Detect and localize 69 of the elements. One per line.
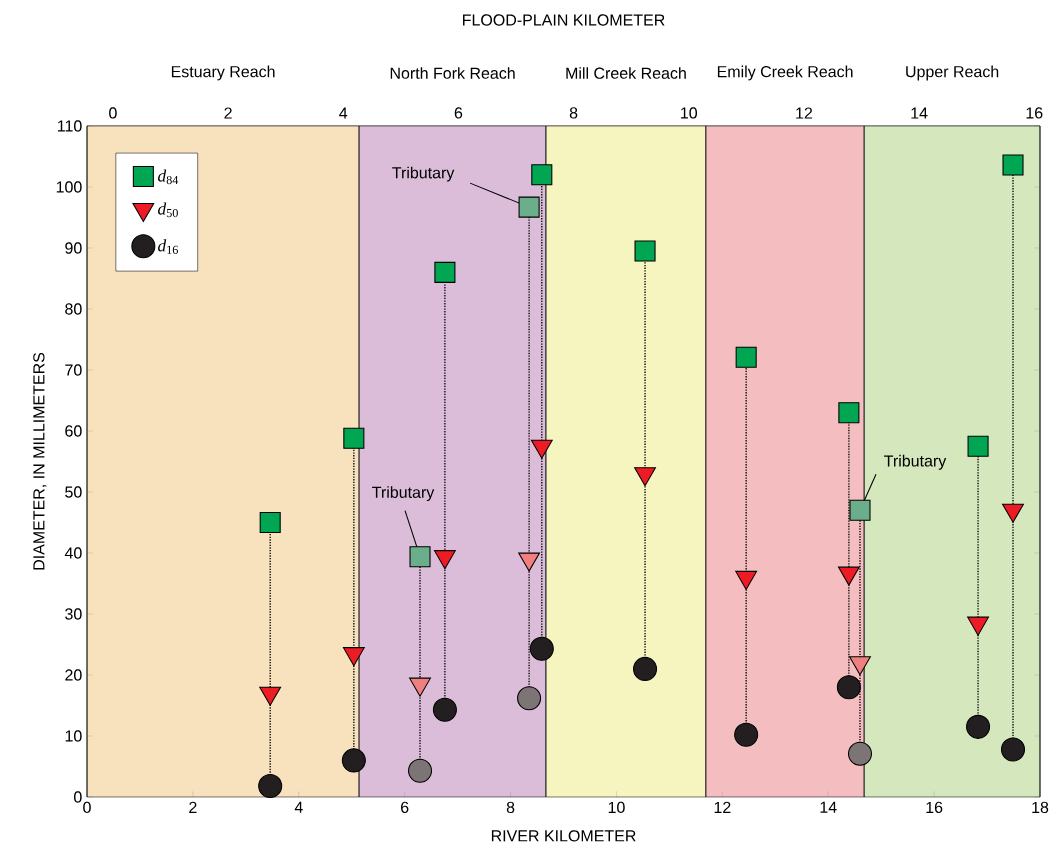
point: [258, 773, 283, 799]
x2-tick-label: 10: [681, 107, 698, 119]
point: [434, 261, 456, 283]
x2-tick-label: 0: [109, 107, 117, 119]
x-tick-label: 0: [83, 801, 91, 814]
point: [407, 758, 433, 783]
annotation: Tributary: [372, 486, 435, 502]
point: [409, 546, 431, 568]
y-tick-label: 40: [64, 547, 82, 559]
y-tick-label: 10: [65, 730, 82, 742]
y-tick-label: 80: [65, 303, 82, 315]
y-axis-title: DIAMETER, IN MILLIMETERS: [33, 352, 47, 570]
point: [734, 722, 759, 747]
x-axis-title: RIVER KILOMETER: [491, 830, 636, 842]
point: [735, 346, 757, 368]
point: [259, 511, 281, 534]
band-label: Mill Creek Reach: [566, 67, 686, 79]
band-label: Emily Creek Reach: [717, 65, 853, 81]
annotation: Tributary: [884, 454, 947, 470]
x-tick-label: 12: [714, 801, 731, 813]
y-tick-label: 30: [65, 608, 82, 620]
y-tick-label: 110: [58, 120, 82, 132]
y-tick-label: 60: [65, 425, 82, 437]
point: [529, 636, 554, 661]
point: [432, 697, 457, 722]
x2-tick-label: 2: [224, 107, 232, 119]
point: [967, 435, 989, 457]
x2-axis-title: FLOOD-PLAIN KILOMETER: [463, 14, 665, 26]
point: [531, 164, 553, 186]
x-tick-label: 18: [1032, 801, 1049, 814]
band-label: North Fork Reach: [390, 67, 515, 79]
x2-tick-label: 12: [796, 107, 813, 119]
point: [1002, 154, 1024, 176]
y-tick-label: 50: [65, 486, 82, 498]
x-tick-label: 8: [506, 801, 515, 814]
x2-tick-label: 4: [339, 107, 348, 119]
band-label: Upper Reach: [906, 65, 999, 81]
point: [343, 427, 365, 449]
x-tick-label: 2: [189, 801, 197, 813]
point: [518, 196, 540, 218]
x2-tick-label: 8: [569, 107, 578, 119]
point: [634, 240, 656, 262]
point: [849, 499, 871, 521]
point: [1000, 737, 1026, 762]
annotation: Tributary: [392, 166, 455, 182]
x-tick-label: 14: [820, 801, 837, 813]
point: [341, 748, 366, 773]
y-tick-label: 70: [65, 364, 82, 376]
band-label: Estuary Reach: [171, 65, 275, 81]
point: [517, 686, 542, 711]
legend-label: d$_{84}$: [158, 169, 179, 185]
point: [847, 741, 873, 766]
x-tick-label: 4: [294, 801, 303, 813]
point: [836, 675, 861, 700]
x2-tick-label: 6: [454, 107, 463, 119]
y-tick-label: 100: [56, 181, 82, 193]
y-tick-label: 20: [65, 669, 82, 681]
x2-tick-label: 16: [1026, 107, 1043, 119]
y-tick-label: 90: [65, 242, 82, 254]
x2-tick-label: 14: [911, 107, 928, 119]
legend-label: d$_{50}$: [158, 202, 178, 218]
x-tick-label: 6: [401, 801, 409, 814]
legend-label: d$_{16}$: [158, 239, 178, 254]
point: [966, 714, 991, 739]
point: [838, 402, 860, 424]
y-tick-label: 0: [74, 791, 82, 803]
point: [633, 656, 658, 681]
x-tick-label: 16: [926, 801, 943, 814]
x-tick-label: 10: [608, 801, 625, 814]
